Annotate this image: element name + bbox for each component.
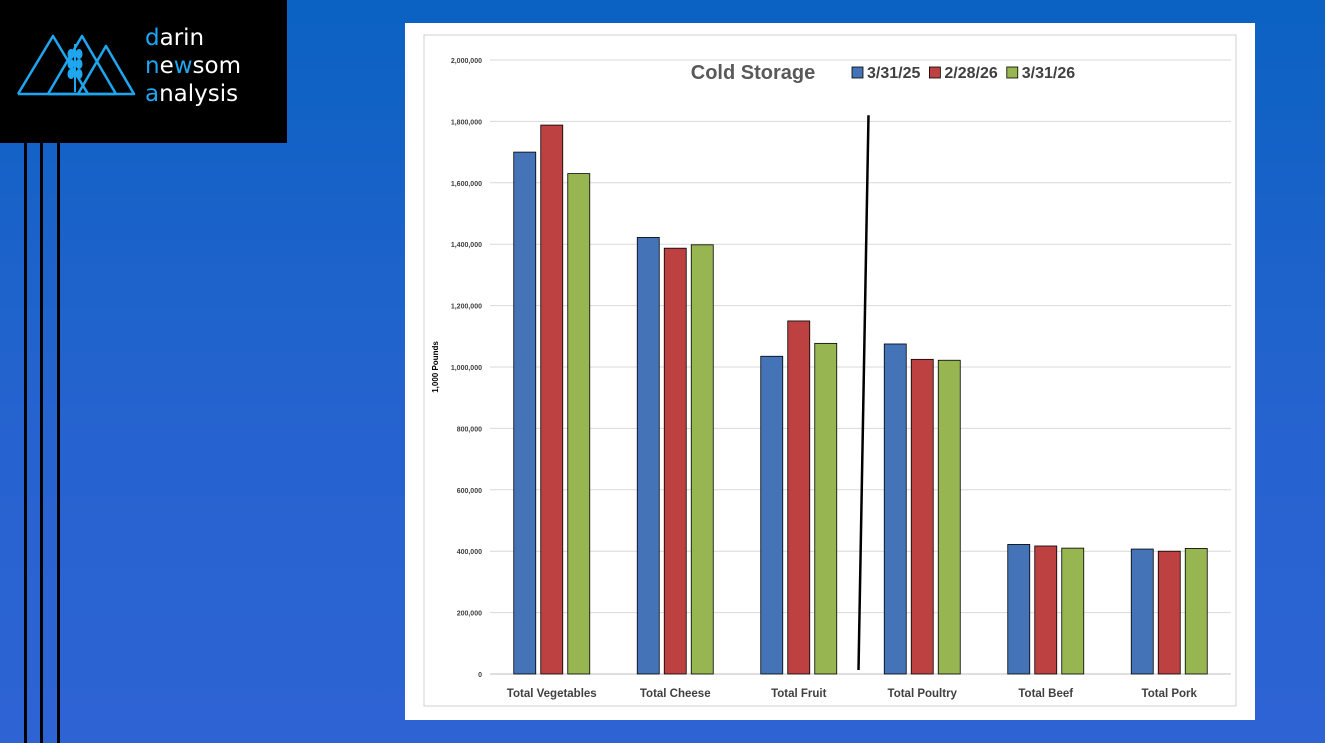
brand-logo: darin newsom analysis <box>0 0 287 143</box>
y-tick-label: 1,400,000 <box>451 242 482 249</box>
chart-title: Cold Storage <box>691 62 815 84</box>
bar <box>1157 550 1181 675</box>
bar <box>540 124 564 675</box>
brand-line-analysis: analysis <box>145 81 239 107</box>
brand-line-newsom: newsom <box>145 53 242 79</box>
bar <box>567 173 591 675</box>
x-tick-label: Total Vegetables <box>507 688 597 700</box>
bar <box>636 237 660 675</box>
y-tick-label: 1,000,000 <box>451 365 482 372</box>
legend-label: 2/28/26 <box>944 65 997 82</box>
x-tick-label: Total Poultry <box>888 688 958 700</box>
bar <box>513 151 537 675</box>
cold-storage-chart: 0 200,000 400,000 600,000 800,000 1,000,000 1,… <box>423 34 1237 707</box>
divider-line <box>857 115 870 671</box>
brand-line-darin: darin <box>145 25 205 51</box>
bar <box>1184 548 1208 675</box>
bar <box>787 320 811 675</box>
legend-swatch <box>928 66 941 79</box>
chart-card: 0 200,000 400,000 600,000 800,000 1,000,000 1,… <box>405 23 1255 720</box>
y-tick-label: 1,800,000 <box>451 119 482 126</box>
bar <box>1007 544 1031 675</box>
bar <box>937 359 961 675</box>
bar <box>1061 547 1085 675</box>
bar <box>1130 548 1154 675</box>
mountain-wheat-logo-icon <box>16 34 136 96</box>
x-tick-label: Total Beef <box>1018 688 1073 700</box>
y-tick-label: 1,600,000 <box>451 181 482 188</box>
bar <box>910 358 934 675</box>
bar <box>690 244 714 675</box>
bar <box>814 342 838 675</box>
y-tick-label: 800,000 <box>457 426 482 433</box>
y-tick-label: 2,000,000 <box>451 58 482 65</box>
decorative-line-2 <box>40 143 43 743</box>
legend-label: 3/31/26 <box>1022 65 1075 82</box>
legend-swatch <box>851 66 864 79</box>
y-tick-label: 1,200,000 <box>451 304 482 311</box>
plot-frame <box>423 34 1237 707</box>
y-tick-label: 600,000 <box>457 488 482 495</box>
legend-label: 3/31/25 <box>867 65 920 82</box>
bar <box>663 247 687 675</box>
y-tick-label: 200,000 <box>457 611 482 618</box>
y-axis-label: 1,000 Pounds <box>431 341 440 393</box>
bar <box>883 343 907 675</box>
brand-name: darin newsom analysis <box>145 24 241 108</box>
x-tick-label: Total Pork <box>1142 688 1198 700</box>
x-tick-label: Total Fruit <box>771 688 827 700</box>
legend-swatch <box>1006 66 1019 79</box>
x-tick-label: Total Cheese <box>640 688 711 700</box>
y-tick-label: 400,000 <box>457 549 482 556</box>
decorative-line-1 <box>24 143 27 743</box>
decorative-line-3 <box>57 143 60 743</box>
bar <box>1034 545 1058 675</box>
bar <box>760 355 784 675</box>
y-tick-label: 0 <box>478 672 482 679</box>
